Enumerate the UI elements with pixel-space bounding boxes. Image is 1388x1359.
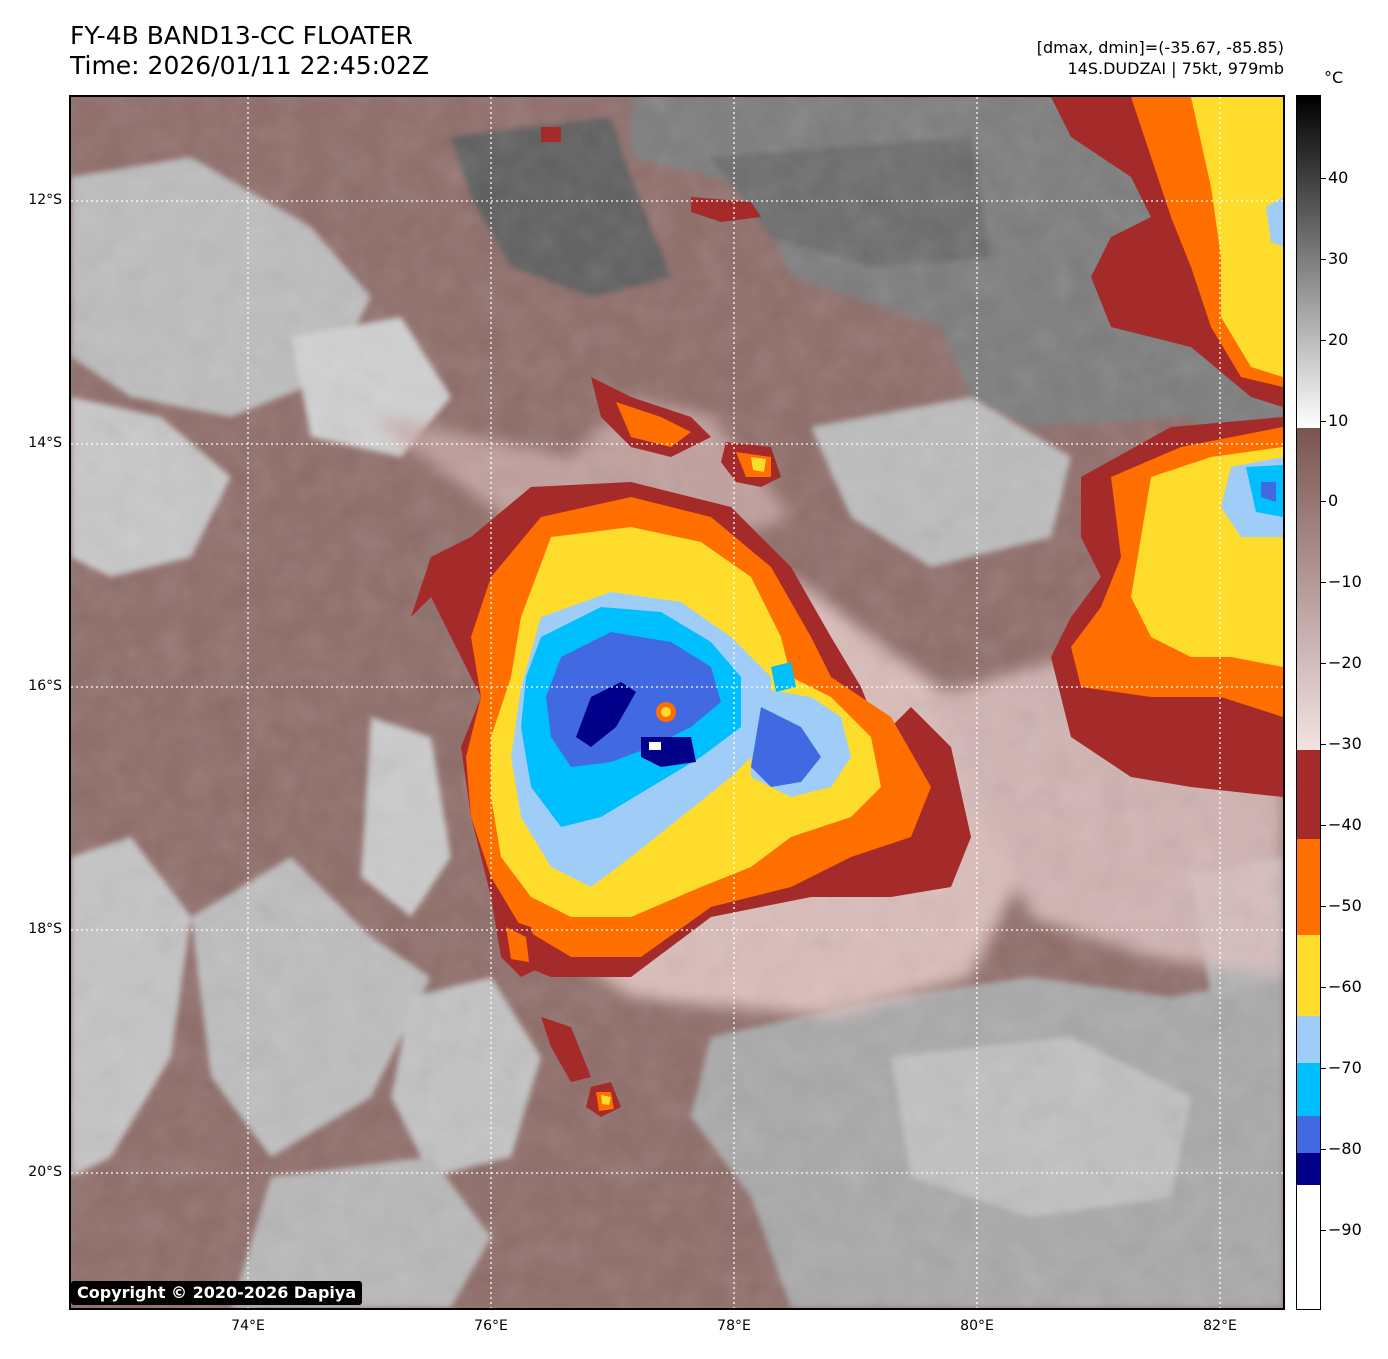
lat-label-16s: 16°S: [28, 678, 62, 694]
colorbar-label-minus80: −80: [1328, 1139, 1362, 1158]
eastern-convection: [1051, 417, 1283, 797]
lon-label-74e: 74°E: [231, 1318, 265, 1334]
lon-label-78e: 78°E: [717, 1318, 751, 1334]
copyright-notice: Copyright © 2020-2026 Dapiya: [71, 1281, 363, 1305]
graticule: [71, 97, 1283, 1308]
lat-label-14s: 14°S: [28, 435, 62, 451]
colorbar-label-40: 40: [1328, 168, 1349, 187]
lon-label-82e: 82°E: [1203, 1318, 1237, 1334]
colorbar-label-minus40: −40: [1328, 815, 1362, 834]
chart-title: FY-4B BAND13-CC FLOATER: [70, 21, 413, 50]
small-convection-cells: [501, 127, 781, 1117]
colorbar-label-minus30: −30: [1328, 734, 1362, 753]
lat-label-12s: 12°S: [28, 192, 62, 208]
colorbar: [1296, 95, 1321, 1310]
dmax-dmin-readout: [dmax, dmin]=(-35.67, -85.85): [1036, 38, 1284, 57]
colorbar-label-minus10: −10: [1328, 572, 1362, 591]
lon-label-80e: 80°E: [960, 1318, 994, 1334]
colorbar-scale: [1297, 96, 1320, 1309]
colorbar-label-minus50: −50: [1328, 896, 1362, 915]
colorbar-label-minus60: −60: [1328, 977, 1362, 996]
colorbar-label-minus20: −20: [1328, 653, 1362, 672]
lat-label-18s: 18°S: [28, 921, 62, 937]
northeast-convection: [1051, 97, 1283, 407]
lat-label-20s: 20°S: [28, 1164, 62, 1180]
colorbar-label-20: 20: [1328, 330, 1349, 349]
storm-info: 14S.DUDZAI | 75kt, 979mb: [1067, 59, 1285, 78]
colorbar-label-10: 10: [1328, 411, 1349, 430]
storm-cloud-shield: [411, 482, 971, 977]
lon-label-76e: 76°E: [474, 1318, 508, 1334]
colorbar-label-minus90: −90: [1328, 1220, 1362, 1239]
colorbar-label-30: 30: [1328, 249, 1349, 268]
satellite-imagery: [71, 97, 1283, 1308]
chart-time: Time: 2026/01/11 22:45:02Z: [70, 51, 429, 80]
colorbar-label-0: 0: [1328, 491, 1339, 510]
colorbar-unit: °C: [1324, 68, 1344, 87]
satellite-map[interactable]: [69, 95, 1285, 1310]
colorbar-label-minus70: −70: [1328, 1058, 1362, 1077]
